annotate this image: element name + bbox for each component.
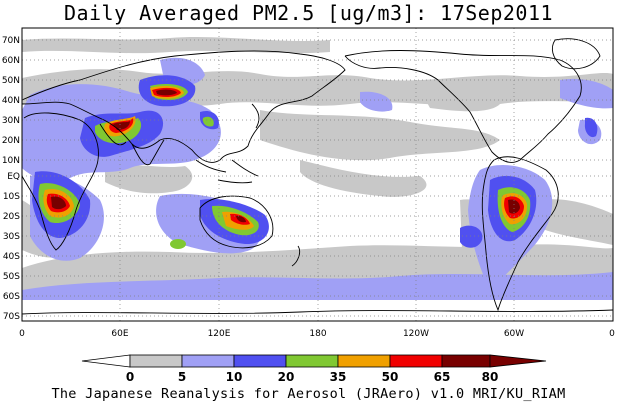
lat-label: 10N xyxy=(2,156,20,166)
colorbar-cell-6 xyxy=(389,354,443,368)
colorbar-end-arrow xyxy=(489,354,547,368)
latitude-axis: 70N 60N 50N 40N 30N 20N 10N EQ 10S 20S 3… xyxy=(2,36,20,322)
colorbar-cell-1 xyxy=(129,354,183,368)
lat-label: 50S xyxy=(3,272,20,282)
gray-level xyxy=(22,37,613,300)
footer-credit: The Japanese Reanalysis for Aerosol (JRA… xyxy=(51,386,566,402)
lon-label: 180 xyxy=(309,329,326,339)
lon-label: 60W xyxy=(504,329,524,339)
concentration-field xyxy=(22,28,613,321)
longitude-axis: 0 60E 120E 180 120W 60W 0 xyxy=(19,329,615,339)
colorbar-label: 0 xyxy=(126,370,134,384)
colorbar-label: 80 xyxy=(482,370,499,384)
lat-label: 40S xyxy=(3,252,20,262)
lat-label: 20N xyxy=(2,136,20,146)
colorbar-cell-2 xyxy=(181,354,235,368)
colorbar-label: 5 xyxy=(178,370,186,384)
lon-label: 0 xyxy=(609,329,615,339)
colorbar-label: 20 xyxy=(278,370,295,384)
lat-label: 70N xyxy=(2,36,20,46)
map-title: Daily Averaged PM2.5 [ug/m3]: 17Sep2011 xyxy=(63,1,554,25)
lat-label: 60S xyxy=(3,292,20,302)
lat-label: 30S xyxy=(3,232,20,242)
colorbar-label: 65 xyxy=(434,370,451,384)
lat-label: 70S xyxy=(3,312,20,322)
coastlines xyxy=(22,38,613,315)
lat-label: 30N xyxy=(2,116,20,126)
colorbar-cell-3 xyxy=(233,354,287,368)
colorbar-cell-4 xyxy=(285,354,339,368)
graticule xyxy=(22,28,613,321)
lon-label: 60E xyxy=(111,329,128,339)
lat-label: 50N xyxy=(2,76,20,86)
lat-label: 20S xyxy=(3,212,20,222)
lat-label: EQ xyxy=(7,172,20,182)
lon-label: 0 xyxy=(19,329,25,339)
colorbar: 0 5 10 20 35 50 65 80 xyxy=(81,354,547,384)
dark-red-level xyxy=(51,89,520,223)
lon-label: 120W xyxy=(403,329,429,339)
colorbar-cell-0 xyxy=(81,354,131,368)
colorbar-cell-5 xyxy=(337,354,391,368)
colorbar-label: 35 xyxy=(330,370,347,384)
lat-label: 10S xyxy=(3,192,20,202)
lon-label: 120E xyxy=(208,329,231,339)
map-frame xyxy=(21,27,614,322)
lat-label: 40N xyxy=(2,96,20,106)
lat-label: 60N xyxy=(2,56,20,66)
colorbar-label: 10 xyxy=(226,370,243,384)
colorbar-cell-7 xyxy=(441,354,491,368)
colorbar-label: 50 xyxy=(382,370,399,384)
